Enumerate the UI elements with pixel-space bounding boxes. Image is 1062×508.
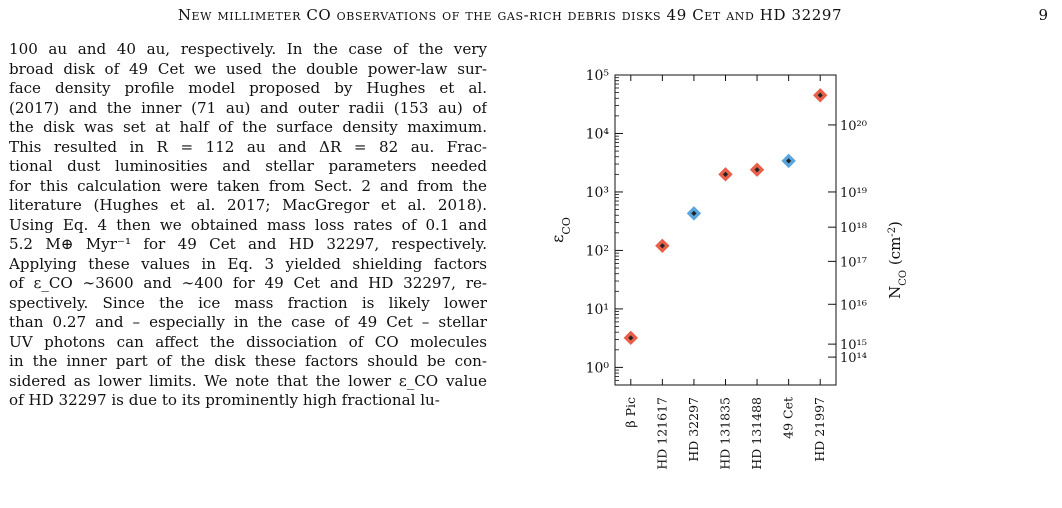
data-point-core — [817, 92, 823, 98]
x-category-label: HD 21997 — [812, 397, 827, 462]
y2-tick-label: 10¹⁵ — [840, 338, 867, 353]
body-line: tional dust luminosities and stellar par… — [9, 157, 487, 175]
y-tick-label: 10³ — [586, 185, 609, 201]
body-line: (2017) and the inner (71 au) and outer r… — [9, 98, 487, 117]
body-line: sidered as lower limits. We note that th… — [9, 371, 487, 390]
x-category-label: β Pic — [623, 397, 638, 428]
data-point — [718, 167, 733, 182]
body-line: than 0.27 and – especially in the case o… — [9, 313, 487, 331]
data-point — [623, 330, 638, 346]
y-axis-label: εCO — [548, 217, 573, 243]
plot-frame — [614, 74, 837, 386]
y2-tick-label: 10¹⁸ — [840, 221, 867, 236]
body-line: the disk was set at half of the surface … — [9, 118, 487, 136]
x-category-label: HD 131835 — [718, 397, 733, 470]
y-tick-label: 10² — [586, 243, 609, 259]
data-point — [655, 238, 670, 254]
body-line: for this calculation were taken from Sec… — [9, 176, 487, 195]
body-line: of HD 32297 is due to its prominently hi… — [9, 391, 440, 409]
y2-tick-label: 10¹⁷ — [840, 255, 867, 270]
page-number: 9 — [1038, 6, 1048, 24]
figure: 10⁰ 10¹ 10² 10³ 10⁴ 10⁵ 10¹⁴ 10¹⁵ 10¹⁶ 10¹⁷ 10¹⁸ 10… — [510, 60, 1062, 500]
data-point — [749, 162, 765, 177]
data-point-core — [722, 171, 729, 177]
body-line: 5.2 M⊕ Myr⁻¹ for 49 Cet and HD 32297, re… — [9, 235, 487, 253]
x-category-label: HD 121617 — [654, 397, 669, 470]
body-line: 100 au and 40 au, respectively. In the c… — [9, 40, 487, 58]
data-point — [813, 88, 828, 103]
data-point — [781, 153, 796, 169]
y2-tick-label: 10²⁰ — [840, 119, 867, 134]
y2-tick-label: 10¹⁴ — [840, 351, 867, 366]
body-line: UV photons can affect the dissociation o… — [9, 332, 487, 351]
y2-tick-label: 10¹⁹ — [840, 186, 867, 201]
body-text-column: 100 au and 40 au, respectively. In the c… — [9, 40, 487, 508]
body-line: in the inner part of the disk these fact… — [9, 352, 487, 370]
body-line: Using Eq. 4 then we obtained mass loss r… — [9, 215, 487, 234]
running-title: New millimeter CO observations of the ga… — [177, 6, 843, 24]
x-category-label: 49 Cet — [781, 397, 796, 439]
data-point — [686, 206, 702, 221]
x-category-label: HD 32297 — [686, 397, 701, 462]
y-tick-label: 10⁴ — [586, 126, 610, 142]
body-line: Applying these values in Eq. 3 yielded s… — [9, 254, 487, 273]
running-header: New millimeter CO observations of the ga… — [12, 6, 1048, 28]
body-line: literature (Hughes et al. 2017; MacGrego… — [9, 196, 487, 214]
body-line: of ε_CO ∼3600 and ∼400 for 49 Cet and HD… — [9, 274, 487, 292]
y-tick-label: 10⁰ — [586, 360, 610, 376]
data-point-core — [786, 158, 792, 164]
body-line: This resulted in R = 112 au and ΔR = 82 … — [9, 137, 487, 156]
y2-axis-label: NCO (cm-2) — [886, 221, 909, 299]
x-category-label: HD 131488 — [749, 397, 764, 470]
body-line: broad disk of 49 Cet we used the double … — [9, 59, 487, 78]
y2-tick-label: 10¹⁶ — [840, 298, 867, 313]
y-tick-label: 10¹ — [586, 302, 609, 318]
body-line: spectively. Since the ice mass fraction … — [9, 293, 487, 312]
body-line: face density profile model proposed by H… — [9, 79, 487, 97]
y-tick-label: 10⁵ — [586, 68, 610, 84]
